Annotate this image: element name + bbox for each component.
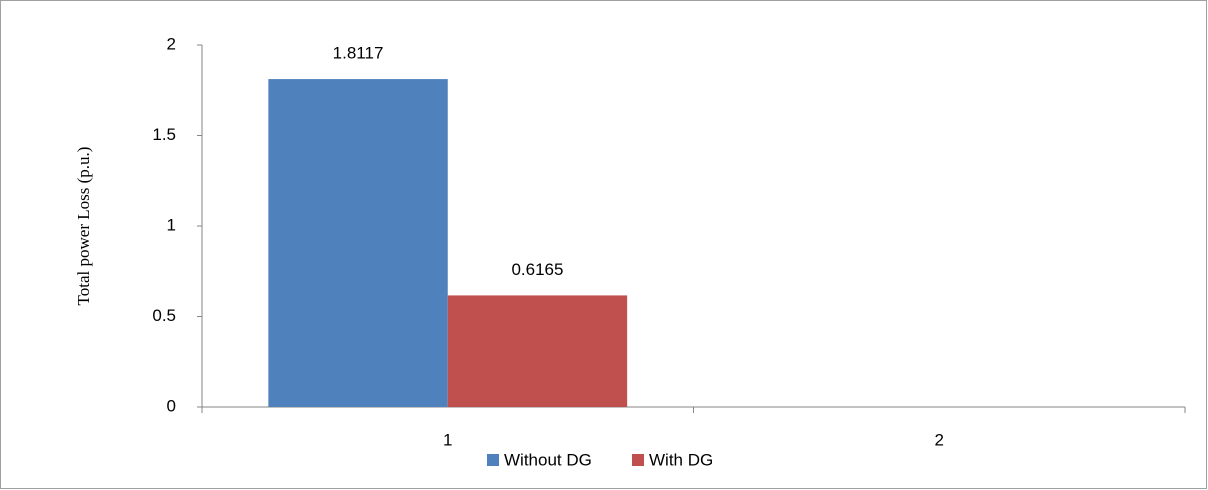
data-label: 1.8117 [333, 44, 384, 63]
legend-label: Without DG [504, 450, 592, 469]
y-tick-label: 1.5 [152, 125, 176, 144]
x-tick-label: 2 [935, 430, 944, 449]
x-tick-label: 1 [443, 430, 452, 449]
y-axis-label: Total power Loss (p.u.) [74, 147, 93, 306]
bar [268, 79, 448, 407]
y-tick-label: 1 [167, 215, 176, 234]
y-tick-label: 0.5 [152, 306, 176, 325]
legend-swatch [487, 454, 499, 466]
bar [447, 295, 628, 407]
legend-label: With DG [649, 450, 713, 469]
legend-swatch [632, 454, 644, 466]
data-label: 0.6165 [511, 260, 563, 279]
y-tick-label: 2 [167, 34, 176, 53]
y-tick-label: 0 [167, 396, 176, 415]
